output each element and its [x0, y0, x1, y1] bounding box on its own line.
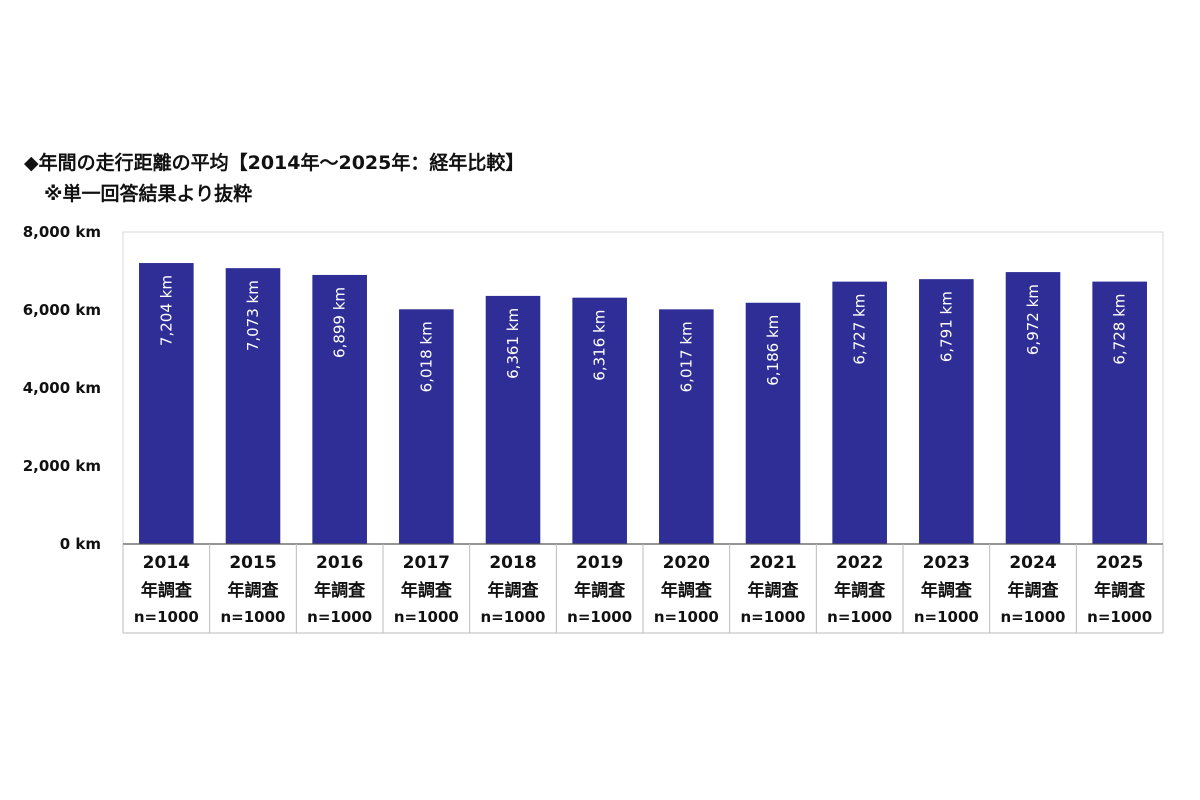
bar: [832, 281, 887, 544]
data-label: 6,791 km: [937, 291, 955, 362]
data-label: 6,972 km: [1024, 284, 1042, 355]
data-label: 6,186 km: [764, 315, 782, 386]
y-tick-label: 0 km: [60, 535, 101, 553]
chart-title: ◆年間の走行距離の平均【2014年～2025年：経年比較】: [24, 152, 525, 174]
x-tick-sublabel: 年調査: [834, 580, 886, 601]
x-tick-label: 2019: [576, 553, 623, 573]
x-tick-sample-size: n=1000: [567, 608, 632, 626]
data-label: 6,017 km: [677, 321, 695, 392]
x-tick-label: 2020: [663, 553, 710, 573]
x-tick-sample-size: n=1000: [134, 608, 199, 626]
x-tick-label: 2016: [316, 553, 363, 573]
x-tick-sample-size: n=1000: [741, 608, 806, 626]
x-tick-sample-size: n=1000: [827, 608, 892, 626]
x-tick-sample-size: n=1000: [914, 608, 979, 626]
data-label: 7,073 km: [244, 280, 262, 351]
x-tick-label: 2024: [1009, 553, 1056, 573]
x-tick-sublabel: 年調査: [488, 580, 540, 601]
bar: [745, 302, 801, 544]
x-tick-label: 2018: [489, 553, 536, 573]
x-tick-sample-size: n=1000: [307, 608, 372, 626]
bar: [225, 268, 281, 544]
x-tick-label: 2017: [403, 553, 450, 573]
x-tick-sublabel: 年調査: [314, 580, 366, 601]
x-tick-sample-size: n=1000: [654, 608, 719, 626]
x-tick-label: 2021: [749, 553, 796, 573]
data-label: 6,018 km: [417, 321, 435, 392]
data-label: 6,727 km: [851, 294, 869, 365]
x-tick-label: 2015: [229, 553, 276, 573]
x-tick-sample-size: n=1000: [481, 608, 546, 626]
x-tick-label: 2023: [923, 553, 970, 573]
x-tick-sublabel: 年調査: [661, 580, 713, 601]
x-tick-sample-size: n=1000: [221, 608, 286, 626]
bar: [1092, 281, 1147, 544]
x-tick-sublabel: 年調査: [748, 580, 800, 601]
data-label: 6,728 km: [1111, 294, 1129, 365]
x-tick-sublabel: 年調査: [921, 580, 973, 601]
y-tick-label: 2,000 km: [23, 457, 101, 475]
bar: [919, 279, 974, 544]
y-tick-label: 4,000 km: [23, 379, 101, 397]
bar: [659, 309, 714, 544]
bar: [572, 297, 627, 544]
x-tick-label: 2022: [836, 553, 883, 573]
x-tick-label: 2025: [1096, 553, 1143, 573]
x-tick-sample-size: n=1000: [1001, 608, 1066, 626]
data-label: 6,361 km: [504, 308, 522, 379]
y-tick-label: 6,000 km: [23, 301, 101, 319]
data-label: 6,899 km: [331, 287, 349, 358]
bar: [1005, 272, 1061, 544]
chart-subtitle: ※単一回答結果より抜粋: [44, 183, 253, 205]
x-tick-sublabel: 年調査: [141, 580, 193, 601]
data-label: 7,204 km: [157, 275, 175, 346]
bar: [312, 274, 367, 544]
x-tick-sublabel: 年調査: [1008, 580, 1060, 601]
bar: [139, 263, 194, 544]
x-tick-sublabel: 年調査: [228, 580, 280, 601]
y-tick-label: 8,000 km: [23, 223, 101, 241]
x-tick-sample-size: n=1000: [1087, 608, 1152, 626]
x-tick-sample-size: n=1000: [394, 608, 459, 626]
data-label: 6,316 km: [591, 310, 609, 381]
x-tick-label: 2014: [143, 553, 190, 573]
x-tick-sublabel: 年調査: [574, 580, 626, 601]
bar: [485, 295, 541, 544]
bar: [399, 309, 454, 544]
x-tick-sublabel: 年調査: [1094, 580, 1146, 601]
x-tick-sublabel: 年調査: [401, 580, 453, 601]
